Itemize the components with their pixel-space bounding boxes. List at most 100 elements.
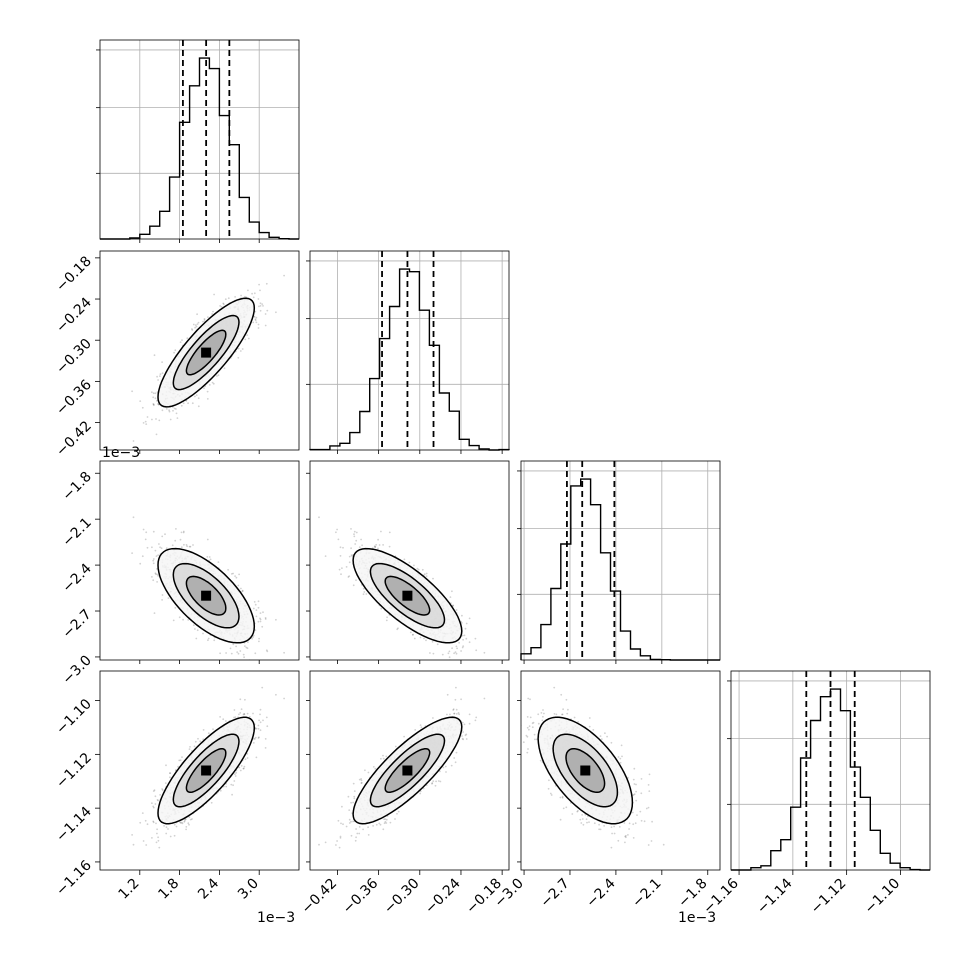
sample-point bbox=[161, 361, 164, 363]
sample-point bbox=[159, 373, 162, 375]
sample-point bbox=[189, 545, 192, 548]
sample-point bbox=[154, 572, 157, 575]
sample-point bbox=[186, 337, 189, 340]
sample-point bbox=[252, 634, 255, 637]
sample-point bbox=[483, 651, 486, 654]
sample-point bbox=[194, 324, 197, 326]
sample-point bbox=[212, 310, 214, 313]
sample-point bbox=[173, 407, 176, 410]
sample-point bbox=[396, 628, 399, 631]
sample-point bbox=[180, 531, 183, 534]
sample-point bbox=[196, 323, 199, 325]
sample-point bbox=[261, 303, 264, 305]
sample-point bbox=[255, 615, 258, 618]
sample-point bbox=[187, 402, 190, 405]
sample-point bbox=[462, 645, 465, 647]
sample-point bbox=[157, 554, 160, 556]
sample-point bbox=[425, 639, 427, 642]
sample-point bbox=[257, 323, 260, 326]
sample-point bbox=[188, 816, 191, 819]
sample-point bbox=[191, 402, 194, 405]
sample-point bbox=[266, 650, 269, 653]
sample-point bbox=[436, 643, 439, 646]
sample-point bbox=[155, 573, 157, 576]
sample-point bbox=[192, 544, 194, 546]
sample-point bbox=[151, 391, 153, 394]
sample-point bbox=[259, 617, 261, 620]
sample-point bbox=[152, 820, 155, 823]
sample-point bbox=[145, 531, 148, 534]
sample-point bbox=[266, 725, 269, 728]
sample-point bbox=[208, 556, 211, 558]
sample-point bbox=[461, 614, 463, 617]
sample-point bbox=[283, 274, 285, 277]
sample-point bbox=[161, 409, 164, 412]
sample-point bbox=[388, 545, 391, 548]
sample-point bbox=[212, 382, 215, 385]
sample-point bbox=[257, 298, 260, 300]
sample-point bbox=[254, 603, 257, 606]
sample-point bbox=[241, 348, 244, 350]
sample-point bbox=[388, 531, 391, 534]
sample-point bbox=[413, 637, 416, 640]
sample-point bbox=[152, 562, 155, 565]
sample-point bbox=[416, 567, 419, 570]
sample-point bbox=[206, 538, 209, 541]
sample-point bbox=[197, 321, 200, 324]
sample-point bbox=[240, 294, 243, 297]
sample-point bbox=[132, 516, 135, 519]
sample-point bbox=[172, 619, 175, 622]
sample-point bbox=[266, 309, 269, 312]
sample-point bbox=[255, 321, 258, 324]
sample-point bbox=[251, 292, 254, 295]
sample-point bbox=[265, 649, 268, 652]
sample-point bbox=[141, 406, 144, 409]
sample-point bbox=[181, 339, 183, 341]
sample-point bbox=[243, 656, 246, 659]
sample-point bbox=[386, 616, 388, 619]
sample-point bbox=[184, 818, 187, 821]
sample-point bbox=[252, 296, 255, 299]
sample-point bbox=[187, 619, 190, 621]
sample-point bbox=[363, 591, 366, 593]
panel-2-0 bbox=[131, 516, 285, 660]
sample-point bbox=[245, 646, 248, 649]
sample-point bbox=[153, 354, 156, 357]
sample-point bbox=[335, 531, 337, 534]
sample-point bbox=[171, 544, 174, 547]
sample-point bbox=[203, 318, 206, 320]
sample-point bbox=[403, 558, 406, 561]
sample-point bbox=[324, 555, 327, 557]
sample-point bbox=[157, 575, 160, 577]
sample-point bbox=[219, 652, 222, 655]
sample-point bbox=[340, 573, 342, 576]
sample-point bbox=[423, 637, 425, 640]
sample-point bbox=[462, 638, 464, 641]
sample-point bbox=[468, 617, 471, 620]
sample-point bbox=[244, 338, 247, 341]
sample-point bbox=[220, 306, 223, 308]
sample-point bbox=[209, 558, 212, 561]
sample-point bbox=[244, 645, 246, 647]
sample-point bbox=[175, 408, 177, 410]
sample-point bbox=[240, 765, 243, 767]
sample-point bbox=[191, 329, 194, 331]
sample-point bbox=[419, 636, 422, 639]
sample-point bbox=[345, 566, 348, 568]
sample-point bbox=[275, 311, 277, 314]
sample-point bbox=[378, 544, 381, 546]
sample-point bbox=[257, 606, 260, 609]
sample-point bbox=[336, 528, 338, 531]
sample-point bbox=[142, 422, 145, 424]
sample-point bbox=[409, 631, 412, 634]
sample-point bbox=[464, 627, 467, 630]
sample-point bbox=[441, 653, 444, 656]
sample-point bbox=[154, 803, 157, 805]
sample-point bbox=[341, 567, 343, 569]
sample-point bbox=[207, 637, 210, 640]
sample-point bbox=[264, 324, 267, 327]
sample-point bbox=[183, 820, 186, 823]
sample-point bbox=[151, 837, 153, 839]
sample-point bbox=[244, 698, 246, 701]
panel-frame bbox=[99, 460, 300, 661]
